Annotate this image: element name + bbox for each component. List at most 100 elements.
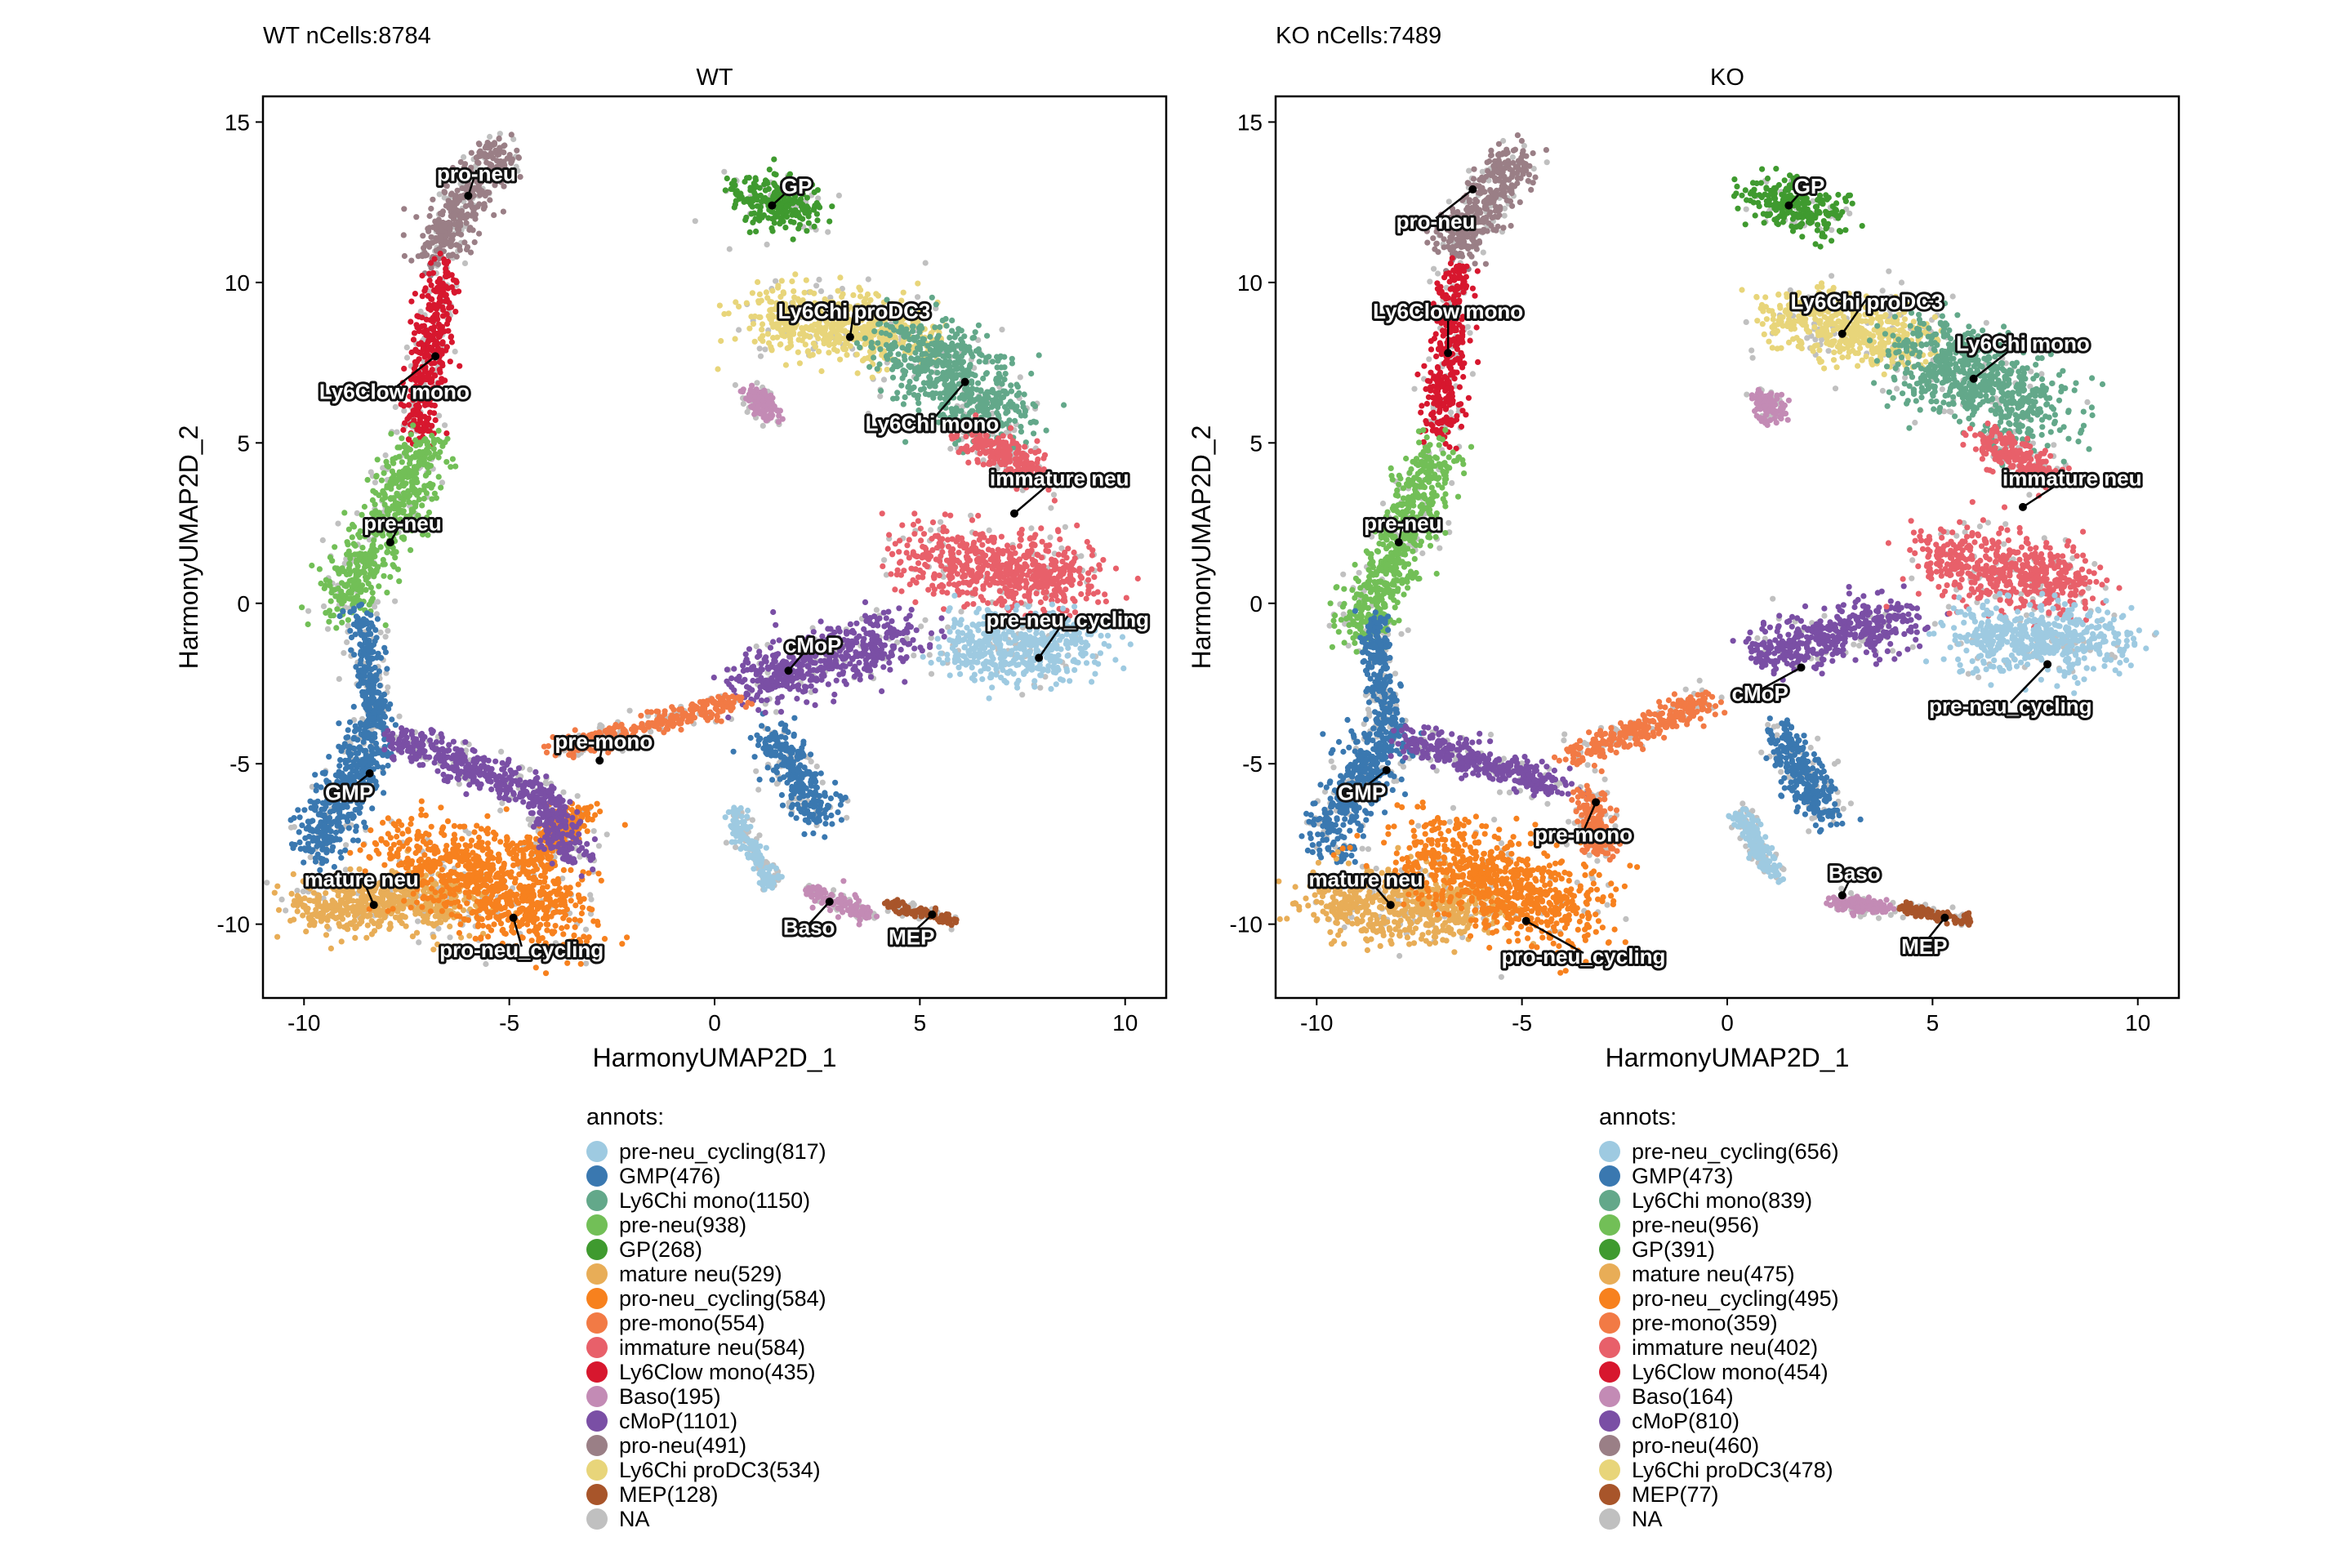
point <box>311 873 318 880</box>
point <box>461 154 467 160</box>
point <box>626 707 633 714</box>
point <box>385 684 391 691</box>
point <box>773 709 780 715</box>
point <box>435 925 442 932</box>
point <box>813 283 820 289</box>
point <box>762 346 768 353</box>
point <box>815 195 822 202</box>
point <box>877 393 884 399</box>
point <box>1019 692 1026 698</box>
point <box>354 510 360 517</box>
point <box>382 634 389 640</box>
point <box>692 218 698 225</box>
point <box>918 623 924 630</box>
point <box>773 278 779 284</box>
point <box>1050 492 1058 498</box>
point <box>583 960 590 967</box>
point <box>463 747 470 754</box>
point <box>945 624 951 630</box>
point <box>726 246 733 252</box>
point <box>342 866 349 873</box>
point <box>753 768 760 774</box>
point <box>764 241 770 247</box>
point <box>510 136 517 143</box>
point <box>604 831 610 838</box>
point <box>813 763 820 770</box>
point <box>928 670 935 677</box>
point <box>436 191 443 198</box>
point <box>922 617 929 623</box>
point <box>588 896 595 902</box>
point <box>1048 505 1054 511</box>
point <box>808 759 814 765</box>
point <box>994 466 1000 472</box>
point <box>401 408 408 414</box>
point <box>439 479 446 486</box>
point <box>928 527 934 533</box>
point <box>817 288 825 295</box>
point <box>827 294 834 301</box>
point <box>740 400 747 408</box>
point <box>865 276 871 283</box>
point <box>416 939 422 946</box>
point <box>619 747 626 755</box>
point <box>392 598 399 604</box>
point <box>968 512 974 519</box>
point <box>590 828 597 835</box>
point <box>1036 619 1043 626</box>
point <box>300 889 306 895</box>
point <box>1078 553 1085 559</box>
point <box>442 422 448 429</box>
facet-title: WT <box>696 65 733 91</box>
point <box>721 168 728 175</box>
point <box>597 722 604 728</box>
point <box>947 445 954 452</box>
point <box>560 789 567 795</box>
point <box>517 174 523 180</box>
point <box>999 327 1005 333</box>
point <box>335 520 341 527</box>
point <box>264 880 270 886</box>
point <box>382 452 389 459</box>
point <box>498 748 505 755</box>
point <box>305 608 312 614</box>
point <box>948 926 955 933</box>
point <box>980 457 987 464</box>
point <box>844 814 850 821</box>
point <box>986 527 992 534</box>
point <box>911 902 917 908</box>
point <box>461 260 469 266</box>
point <box>880 376 888 383</box>
point <box>574 793 581 800</box>
point <box>756 345 763 352</box>
point <box>911 653 917 659</box>
point <box>744 408 751 416</box>
point <box>366 537 372 543</box>
point <box>436 412 443 419</box>
point <box>514 147 520 154</box>
point <box>899 304 906 311</box>
point <box>648 728 654 735</box>
point <box>345 622 351 629</box>
point <box>883 572 889 578</box>
point <box>926 652 933 658</box>
point <box>958 608 964 615</box>
point <box>528 817 535 823</box>
point <box>283 907 289 914</box>
point <box>1058 545 1065 551</box>
point <box>757 353 764 359</box>
point <box>1062 523 1068 530</box>
point <box>392 403 399 410</box>
point <box>530 949 537 956</box>
point <box>865 410 871 417</box>
plot-wt: WT-10 -5 0 5 10-10-5051015HarmonyUMAP2D_1Har… <box>174 65 1168 1072</box>
point <box>456 781 462 787</box>
point <box>469 951 475 958</box>
point <box>915 294 921 301</box>
point <box>319 537 326 544</box>
point <box>754 380 760 386</box>
point <box>1017 374 1023 381</box>
point <box>873 607 880 613</box>
point <box>514 167 521 174</box>
